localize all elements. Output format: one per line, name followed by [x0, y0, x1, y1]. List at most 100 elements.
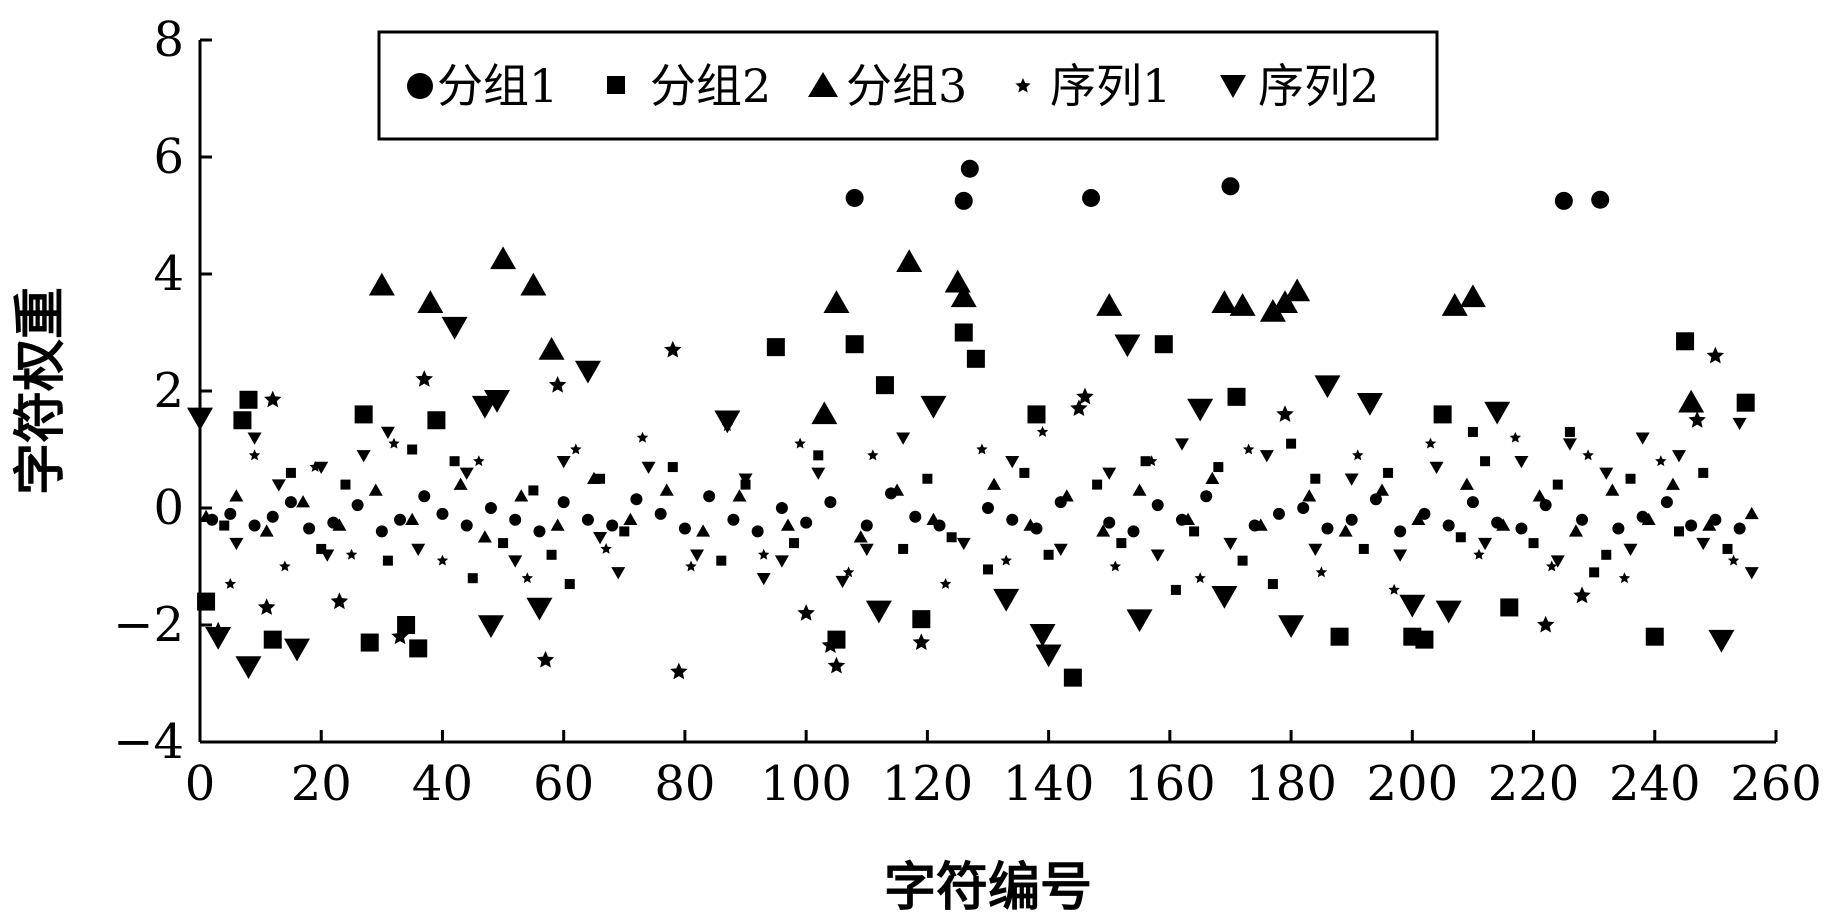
data-point [1665, 477, 1680, 490]
data-point [1591, 190, 1610, 209]
data-point [987, 477, 1002, 490]
data-point [1702, 518, 1717, 531]
data-point [865, 600, 892, 624]
data-point [800, 516, 813, 529]
y-tick-label: 8 [153, 12, 184, 68]
data-point [678, 522, 691, 535]
data-point [813, 450, 824, 461]
data-point [1433, 405, 1452, 424]
data-point [1635, 432, 1650, 445]
data-point [1514, 455, 1529, 469]
data-point [1383, 467, 1394, 478]
x-tick-label: 180 [1245, 756, 1337, 812]
data-point [257, 598, 276, 615]
data-point [388, 437, 400, 449]
data-point [1053, 543, 1068, 556]
y-tick-label: −4 [113, 714, 184, 770]
data-point [875, 376, 894, 395]
data-point [1286, 438, 1297, 449]
data-point [774, 555, 789, 568]
data-point [1660, 496, 1673, 509]
data-point [1297, 502, 1310, 514]
data-point [954, 323, 973, 342]
data-point [229, 537, 244, 551]
data-point [1536, 615, 1555, 633]
data-point [1352, 449, 1364, 461]
data-point [732, 489, 747, 502]
data-point [738, 473, 753, 486]
data-point [1267, 579, 1278, 590]
data-point [690, 549, 705, 562]
data-point [1223, 537, 1238, 551]
legend-marker-group1 [407, 73, 433, 99]
data-point [477, 530, 492, 543]
axes: −4 −2 0 2 4 6 8 0 20 40 60 80 100 120 140 160 180 200 220… [113, 12, 1822, 812]
data-point [1259, 299, 1286, 322]
data-point [1027, 405, 1046, 424]
legend: 分组1 分组2 分组3 序列1 序列2 [377, 30, 1439, 141]
data-point [536, 650, 555, 668]
data-point [1114, 334, 1141, 358]
data-point [600, 542, 612, 554]
data-point [1127, 525, 1140, 538]
data-point [546, 549, 557, 560]
data-point [1070, 399, 1088, 417]
data-point [1399, 594, 1426, 618]
data-point [1709, 513, 1722, 526]
data-point [794, 437, 806, 449]
data-point [1302, 489, 1317, 502]
data-point [397, 616, 416, 634]
data-point [509, 513, 522, 526]
data-point [867, 449, 879, 461]
data-point [1338, 524, 1353, 537]
data-point [860, 519, 873, 532]
data-point [1211, 586, 1238, 609]
x-tick-label: 20 [291, 756, 352, 812]
data-point [407, 444, 418, 455]
data-point [1528, 538, 1539, 549]
data-point [1744, 567, 1759, 580]
data-point [380, 426, 395, 439]
data-point [1023, 518, 1038, 531]
data-point [1059, 489, 1074, 502]
data-point [1205, 471, 1220, 484]
data-point [1063, 668, 1082, 687]
data-point [920, 395, 947, 419]
data-point [394, 513, 407, 526]
data-point [890, 483, 905, 496]
legend-marker-group3 [808, 72, 838, 97]
data-point [1132, 483, 1147, 496]
x-tick-label: 0 [185, 756, 216, 812]
data-point [1237, 555, 1248, 566]
data-point [1573, 586, 1591, 604]
data-point [789, 538, 800, 549]
x-tick-label: 200 [1366, 756, 1458, 812]
data-point [570, 443, 582, 455]
y-tick-label: 2 [153, 363, 184, 419]
data-point [606, 519, 619, 532]
data-point [283, 638, 310, 662]
data-point [842, 566, 855, 578]
data-point [459, 467, 474, 480]
data-point [1562, 438, 1577, 451]
data-point [1429, 461, 1444, 475]
x-tick-label: 100 [760, 756, 852, 812]
data-point [1696, 537, 1711, 551]
data-point [235, 656, 262, 679]
data-point [922, 473, 933, 484]
data-point [1625, 473, 1636, 484]
legend-label-seq2: 序列2 [1258, 59, 1379, 113]
data-point [667, 462, 678, 473]
data-point [449, 456, 460, 467]
x-tick-label: 40 [412, 756, 473, 812]
data-point [756, 572, 771, 586]
data-point [926, 512, 941, 525]
x-tick-label: 80 [654, 756, 715, 812]
data-point [314, 461, 329, 475]
data-point [1698, 467, 1709, 478]
data-point [219, 520, 230, 531]
data-point [654, 507, 667, 520]
data-point [1109, 560, 1121, 572]
data-point [950, 284, 977, 308]
data-point [1733, 522, 1746, 535]
